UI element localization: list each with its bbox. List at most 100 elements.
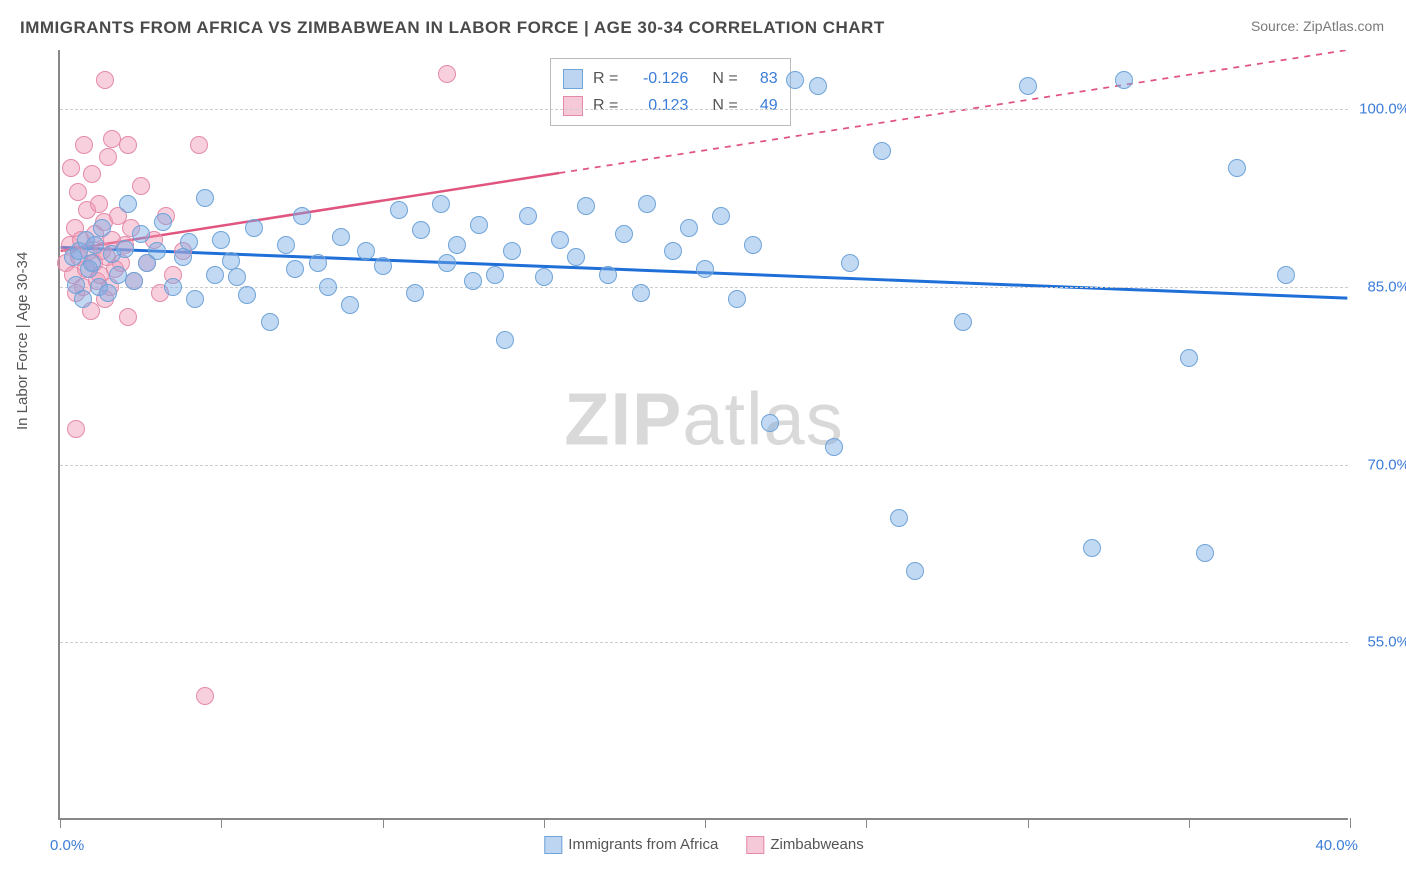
scatter-point [873, 142, 891, 160]
scatter-point [664, 242, 682, 260]
scatter-point [190, 136, 208, 154]
scatter-point [90, 195, 108, 213]
scatter-point [74, 290, 92, 308]
scatter-point [1083, 539, 1101, 557]
scatter-point [1277, 266, 1295, 284]
scatter-point [1115, 71, 1133, 89]
source-attribution: Source: ZipAtlas.com [1251, 18, 1384, 34]
n-label: N = [712, 65, 737, 92]
scatter-point [261, 313, 279, 331]
scatter-point [841, 254, 859, 272]
scatter-point [890, 509, 908, 527]
scatter-point [119, 308, 137, 326]
r-value: -0.126 [628, 65, 688, 92]
watermark-bold: ZIP [564, 377, 682, 460]
scatter-point [83, 254, 101, 272]
scatter-point [206, 266, 224, 284]
scatter-point [309, 254, 327, 272]
scatter-point [164, 278, 182, 296]
scatter-point [448, 236, 466, 254]
source-link[interactable]: ZipAtlas.com [1303, 18, 1384, 34]
scatter-point [728, 290, 746, 308]
y-tick-label: 70.0% [1367, 456, 1406, 473]
scatter-point [1019, 77, 1037, 95]
correlation-legend: R =-0.126N =83R =0.123N =49 [550, 58, 791, 126]
scatter-point [93, 219, 111, 237]
y-axis-label: In Labor Force | Age 30-34 [14, 252, 31, 430]
scatter-point [412, 221, 430, 239]
scatter-point [786, 71, 804, 89]
scatter-point [119, 195, 137, 213]
scatter-point [638, 195, 656, 213]
scatter-point [761, 414, 779, 432]
scatter-point [119, 136, 137, 154]
watermark: ZIPatlas [564, 376, 843, 461]
scatter-point [277, 236, 295, 254]
scatter-point [148, 242, 166, 260]
r-label: R = [593, 65, 618, 92]
scatter-point [438, 65, 456, 83]
scatter-point [238, 286, 256, 304]
scatter-point [632, 284, 650, 302]
x-tick [1028, 818, 1029, 828]
scatter-point [432, 195, 450, 213]
y-tick-label: 55.0% [1367, 634, 1406, 651]
legend-swatch [563, 69, 583, 89]
legend-swatch [563, 96, 583, 116]
scatter-point [551, 231, 569, 249]
gridline-h [60, 465, 1348, 466]
gridline-h [60, 642, 1348, 643]
scatter-point [222, 252, 240, 270]
scatter-point [75, 136, 93, 154]
scatter-point [954, 313, 972, 331]
scatter-point [577, 197, 595, 215]
scatter-point [174, 248, 192, 266]
x-tick [1350, 818, 1351, 828]
scatter-point [357, 242, 375, 260]
scatter-point [69, 183, 87, 201]
x-tick [705, 818, 706, 828]
scatter-point [1228, 159, 1246, 177]
scatter-point [96, 71, 114, 89]
scatter-point [696, 260, 714, 278]
scatter-point [286, 260, 304, 278]
scatter-point [809, 77, 827, 95]
y-tick-label: 85.0% [1367, 278, 1406, 295]
scatter-point [496, 331, 514, 349]
source-prefix: Source: [1251, 18, 1303, 34]
correlation-legend-row: R =-0.126N =83 [563, 65, 778, 92]
scatter-point [332, 228, 350, 246]
scatter-point [99, 148, 117, 166]
scatter-point [615, 225, 633, 243]
y-tick-label: 100.0% [1359, 101, 1406, 118]
scatter-point [680, 219, 698, 237]
scatter-point [1196, 544, 1214, 562]
scatter-point [470, 216, 488, 234]
scatter-point [744, 236, 762, 254]
x-tick [866, 818, 867, 828]
scatter-point [1180, 349, 1198, 367]
scatter-point [535, 268, 553, 286]
scatter-point [519, 207, 537, 225]
x-tick [221, 818, 222, 828]
scatter-point [293, 207, 311, 225]
scatter-point [245, 219, 263, 237]
n-value: 49 [748, 92, 778, 119]
x-tick [544, 818, 545, 828]
scatter-point [374, 257, 392, 275]
x-axis-min-label: 0.0% [50, 837, 84, 854]
r-label: R = [593, 92, 618, 119]
gridline-h [60, 109, 1348, 110]
scatter-point [341, 296, 359, 314]
scatter-point [62, 159, 80, 177]
scatter-point [567, 248, 585, 266]
scatter-point [486, 266, 504, 284]
scatter-point [116, 240, 134, 258]
scatter-point [599, 266, 617, 284]
scatter-point [825, 438, 843, 456]
scatter-point [406, 284, 424, 302]
r-value: 0.123 [628, 92, 688, 119]
scatter-point [390, 201, 408, 219]
scatter-point [67, 420, 85, 438]
trend-lines-layer [60, 50, 1348, 818]
